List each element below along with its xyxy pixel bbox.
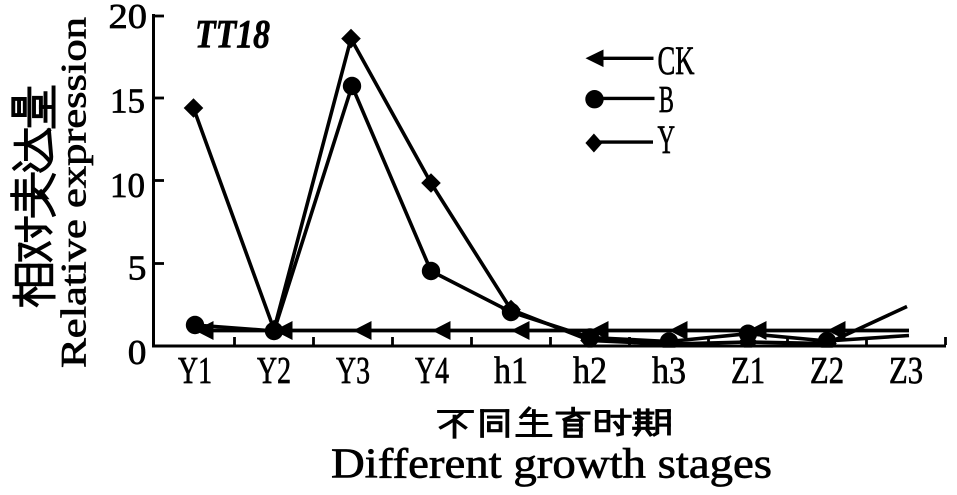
svg-text:Z2: Z2 (810, 350, 844, 392)
svg-text:B: B (659, 79, 674, 121)
svg-text:Y4: Y4 (415, 350, 449, 392)
svg-text:Y: Y (658, 117, 676, 162)
svg-text:Relative expression: Relative expression (54, 17, 94, 368)
svg-text:Y2: Y2 (257, 350, 291, 392)
svg-text:TT18: TT18 (195, 12, 270, 57)
svg-text:Z1: Z1 (731, 350, 765, 392)
svg-text:0: 0 (128, 333, 147, 372)
svg-text:Different growth stages: Different growth stages (331, 442, 772, 488)
svg-text:h2: h2 (573, 350, 607, 392)
svg-text:Y1: Y1 (178, 350, 212, 392)
svg-text:Y3: Y3 (336, 350, 370, 392)
svg-text:10: 10 (110, 166, 145, 205)
svg-text:CK: CK (658, 38, 695, 83)
svg-text:15: 15 (110, 82, 145, 121)
svg-text:20: 20 (109, 0, 148, 36)
svg-text:h1: h1 (494, 350, 528, 392)
svg-text:Z3: Z3 (889, 350, 923, 392)
svg-text:h3: h3 (652, 350, 686, 392)
svg-text:5: 5 (128, 248, 147, 287)
